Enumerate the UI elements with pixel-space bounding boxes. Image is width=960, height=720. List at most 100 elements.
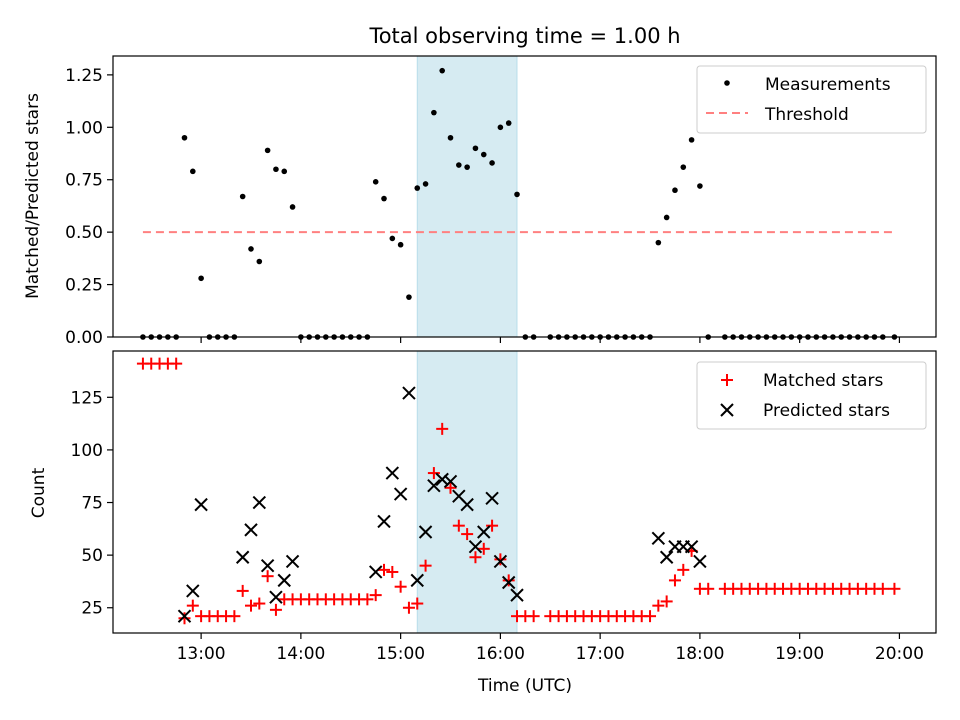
legend-measurements-marker <box>724 80 730 86</box>
y-tick-label: 0.50 <box>65 223 103 243</box>
measurement-point <box>397 241 404 248</box>
predicted-star-point <box>510 588 524 602</box>
matched-star-point <box>386 565 399 578</box>
y-tick-label: 1.25 <box>65 66 103 86</box>
measurement-point <box>655 239 662 246</box>
matched-star-point <box>228 610 241 623</box>
matched-star-point <box>876 582 889 595</box>
matched-star-point <box>394 580 407 593</box>
predicted-star-point <box>651 531 666 546</box>
predicted-star-point <box>693 554 707 569</box>
matched-star-point <box>644 610 657 623</box>
matched-star-point <box>444 481 457 494</box>
bottom-y-axis-label: Count <box>29 467 49 518</box>
measurement-point <box>663 214 670 221</box>
measurement-point <box>439 67 446 74</box>
matched-star-point <box>369 589 382 602</box>
matched-star-point <box>419 559 432 572</box>
top-axes-frame <box>112 55 937 338</box>
matched-star-point <box>668 574 681 587</box>
x-tick-label: 16:00 <box>476 644 525 664</box>
predicted-star-point <box>277 573 291 588</box>
predicted-star-point <box>418 525 433 539</box>
predicted-star-point <box>659 550 674 564</box>
legend-threshold-label: Threshold <box>764 105 849 125</box>
bottom-panel: 25 50 75 100 125 13:00 14:00 15:00 16:00 17:00 18… <box>29 350 937 696</box>
top-highlight-span <box>416 55 518 338</box>
predicted-star-point <box>269 590 283 604</box>
matched-star-point <box>378 563 391 576</box>
matched-star-point <box>236 584 249 597</box>
chart-title: Total observing time = 1.00 h <box>368 24 680 48</box>
predicted-star-point <box>402 386 416 400</box>
y-tick-label: 25 <box>81 599 103 619</box>
predicted-star-point <box>460 497 474 512</box>
legend-predicted-label: Predicted stars <box>763 401 890 421</box>
measurement-point <box>672 187 678 194</box>
matched-star-point <box>461 528 474 541</box>
x-tick-label: 18:00 <box>675 644 724 664</box>
predicted-star-point <box>244 523 258 537</box>
matched-star-point <box>888 582 901 595</box>
matched-star-point <box>261 570 274 583</box>
predicted-star-point <box>177 609 192 623</box>
top-y-axis-ticks: 0.00 0.25 0.50 0.75 1.00 1.25 <box>65 66 113 348</box>
predicted-star-point <box>377 514 391 529</box>
top-y-axis-label: Matched/Predicted stars <box>23 93 43 299</box>
measurement-point <box>422 181 429 187</box>
bottom-axes-frame <box>112 350 937 634</box>
matched-stars-points <box>136 357 901 625</box>
legend-matched-label: Matched stars <box>763 371 883 391</box>
predicted-star-point <box>443 474 458 489</box>
matched-star-point <box>411 597 424 610</box>
predicted-stars-points <box>177 386 707 623</box>
x-tick-label: 20:00 <box>875 644 924 664</box>
measurement-point <box>514 191 520 198</box>
matched-star-point <box>702 582 715 595</box>
bottom-legend: Matched stars Predicted stars <box>696 361 927 430</box>
bottom-highlight-span <box>416 350 518 634</box>
legend-predicted-marker <box>720 403 734 417</box>
top-legend-box <box>696 65 927 134</box>
predicted-star-point <box>235 550 250 564</box>
matched-star-point <box>402 601 415 614</box>
top-legend: Measurements Threshold <box>696 65 927 134</box>
measurement-point <box>688 137 695 143</box>
measurement-point <box>248 246 254 252</box>
measurement-point <box>381 195 387 202</box>
measurement-point <box>273 166 279 173</box>
measurement-point <box>181 134 188 141</box>
matched-star-point <box>452 519 465 532</box>
predicted-star-point <box>260 558 275 573</box>
measurement-point <box>198 275 204 282</box>
predicted-star-point <box>285 554 300 569</box>
matched-star-point <box>244 599 257 612</box>
x-tick-label: 17:00 <box>576 644 625 664</box>
matched-star-point <box>660 595 673 608</box>
y-tick-label: 1.00 <box>65 118 103 138</box>
bottom-y-axis-ticks: 25 50 75 100 125 <box>71 388 113 619</box>
x-axis-label: Time (UTC) <box>477 676 572 696</box>
matched-star-point <box>170 357 183 370</box>
matched-star-point <box>186 599 199 612</box>
measurement-point <box>697 183 703 189</box>
predicted-star-point <box>252 495 267 510</box>
top-panel: 0.00 0.25 0.50 0.75 1.00 1.25 Matched/Predict… <box>23 55 937 348</box>
predicted-star-point <box>368 565 383 579</box>
measurement-point <box>489 160 495 166</box>
predicted-star-point <box>468 540 483 554</box>
legend-measurements-label: Measurements <box>765 75 891 95</box>
matched-star-point <box>253 597 266 610</box>
measurement-point <box>472 145 479 152</box>
predicted-star-point <box>684 540 699 554</box>
measurement-point <box>389 235 396 242</box>
x-tick-label: 19:00 <box>775 644 824 664</box>
legend-matched-marker <box>721 374 733 386</box>
bottom-x-axis-ticks: 13:00 14:00 15:00 16:00 17:00 18:00 19:00 20:00 <box>177 633 924 664</box>
matched-star-point <box>469 551 482 564</box>
predicted-star-point <box>385 466 400 480</box>
measurement-point <box>497 124 504 131</box>
matched-star-point <box>486 519 499 532</box>
measurement-point <box>289 204 296 210</box>
